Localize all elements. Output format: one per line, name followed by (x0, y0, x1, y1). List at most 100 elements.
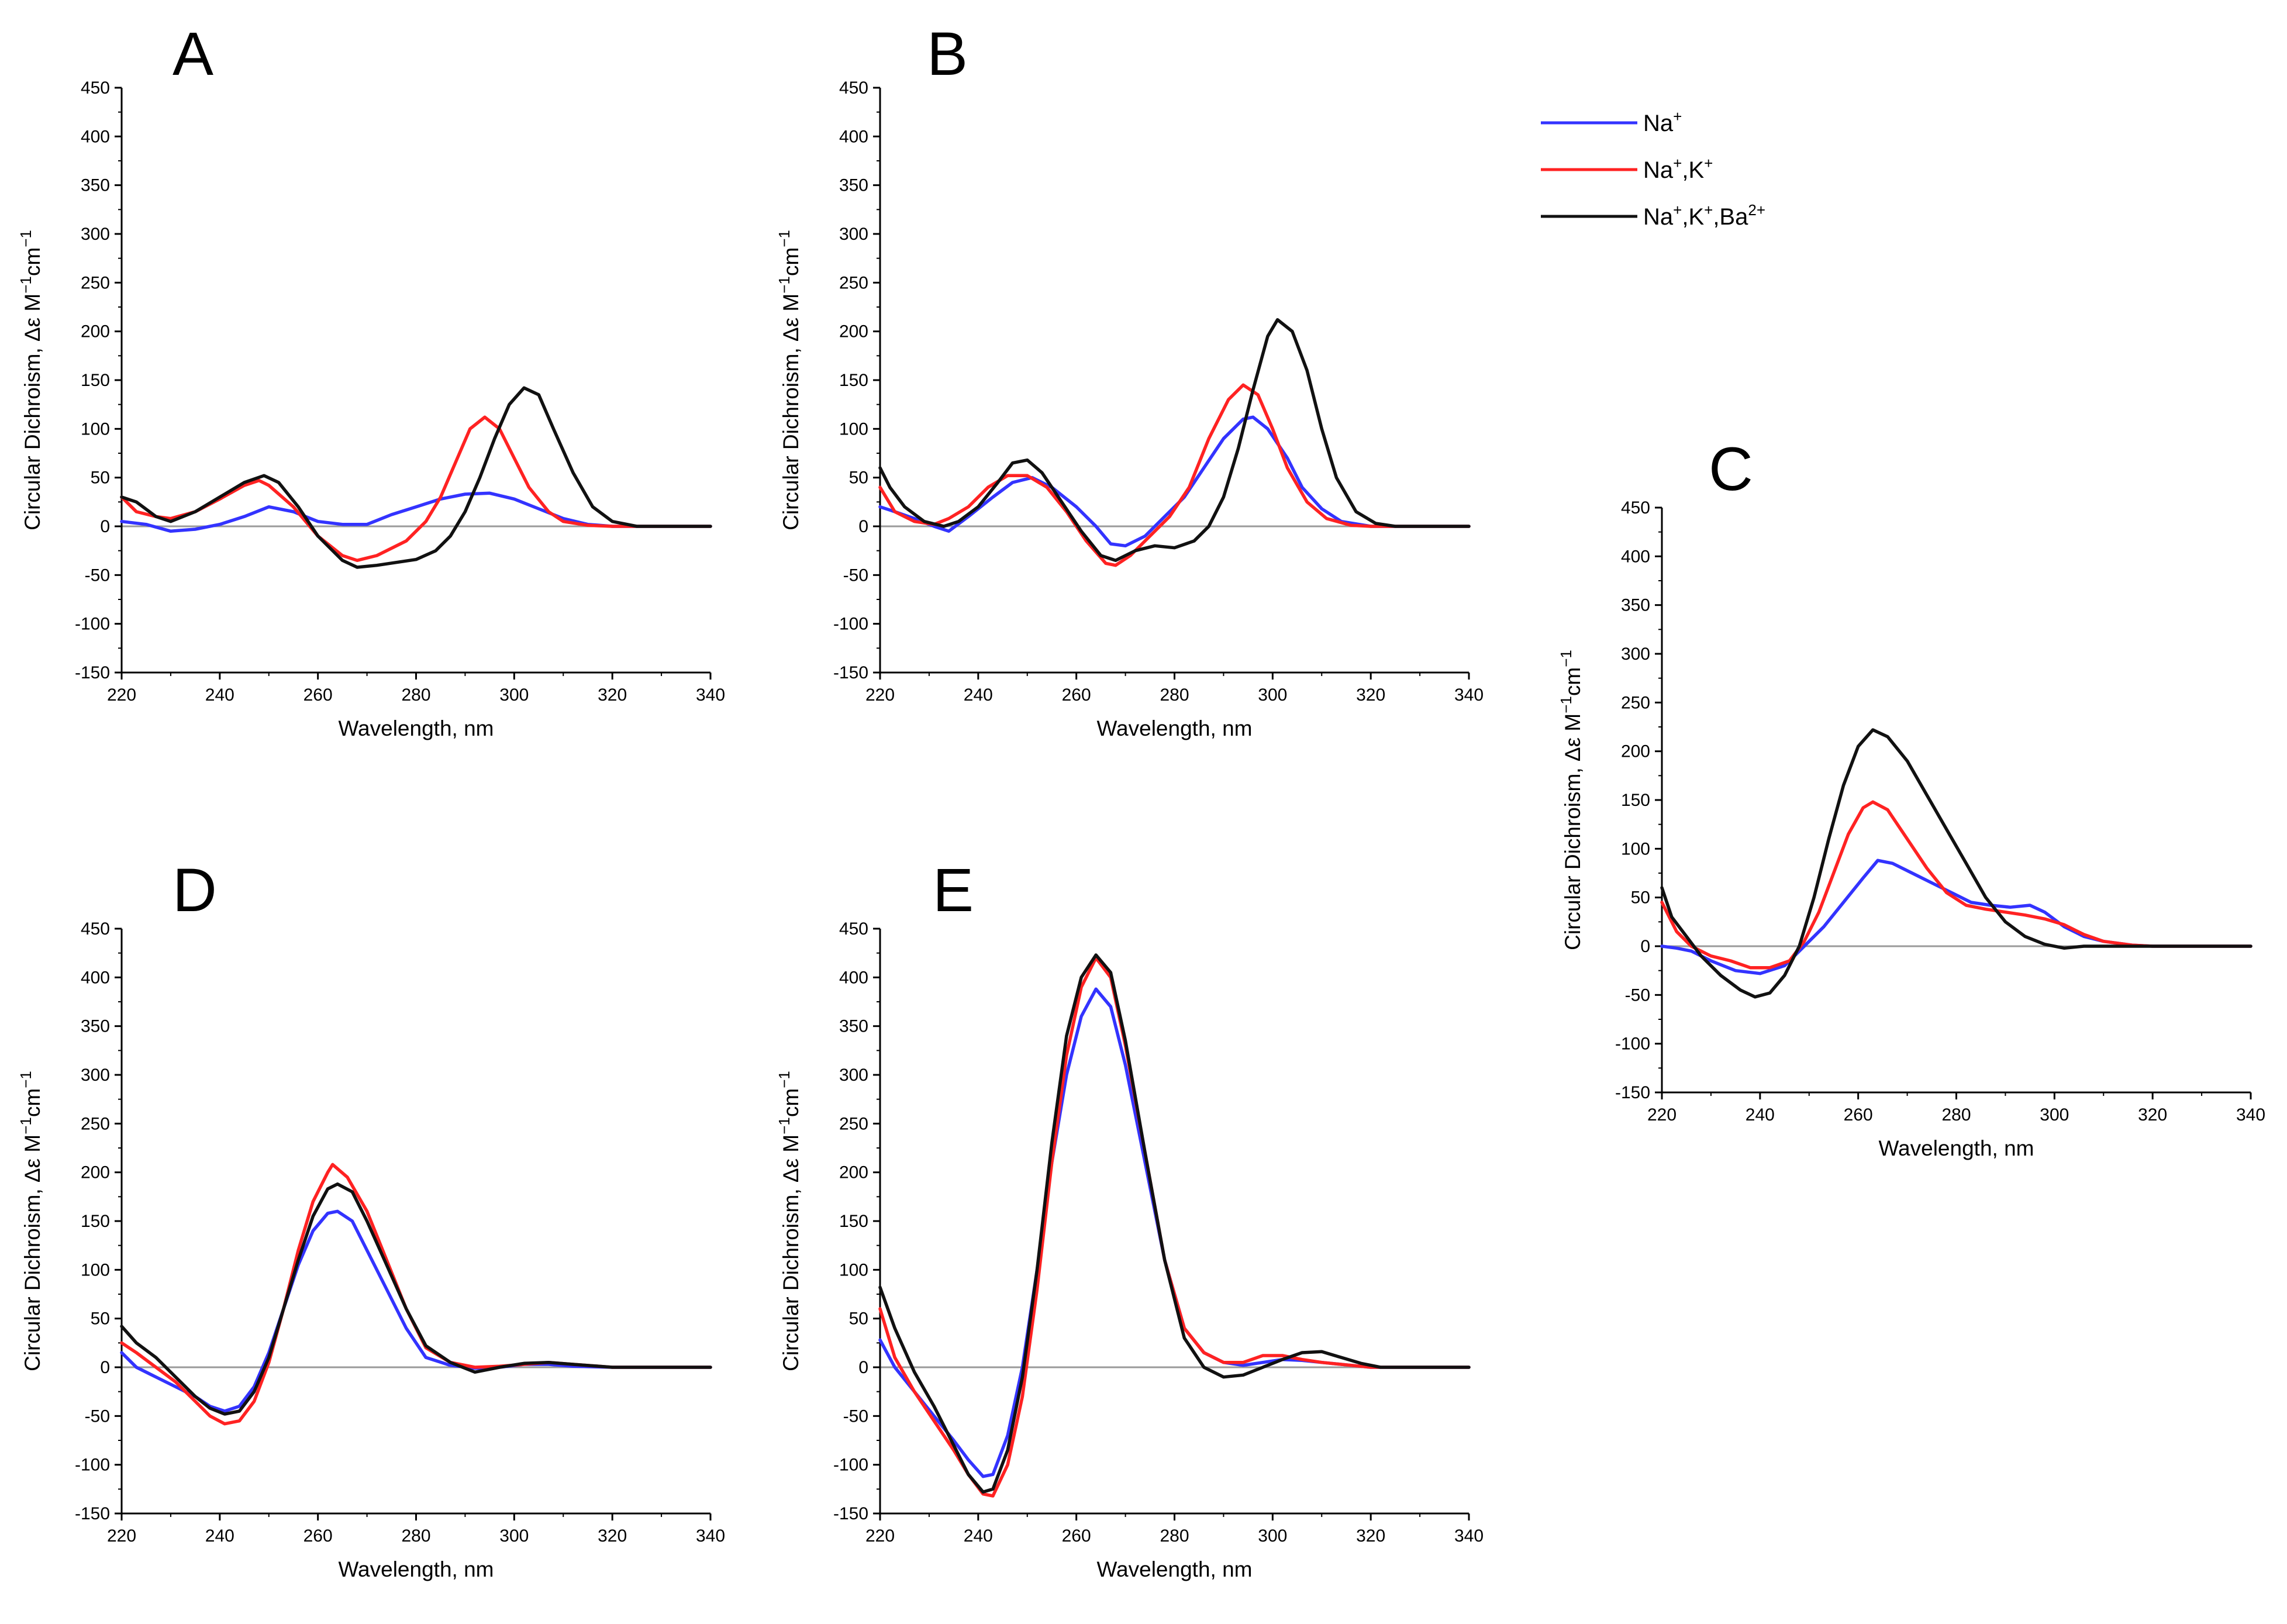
y-tick-label-c: -100 (1615, 1035, 1650, 1054)
y-tick-label-b: 450 (839, 78, 868, 98)
y-tick-label-a: 100 (81, 419, 110, 439)
legend-nakba-part2: ,K (1682, 204, 1704, 230)
y-axis-label-part: −1 (17, 230, 35, 247)
y-tick-label-e: 300 (839, 1066, 868, 1085)
x-tick-label-b: 240 (964, 685, 993, 705)
y-tick-label-c: 200 (1621, 742, 1650, 761)
y-tick-label-c: 50 (1631, 888, 1650, 908)
y-tick-label-c: -150 (1615, 1083, 1650, 1102)
series-line-d-3 (120, 1182, 712, 1416)
y-tick-label-c: 250 (1621, 693, 1650, 712)
y-tick-label-d: -50 (85, 1406, 110, 1426)
x-tick-label-e: 240 (964, 1526, 993, 1546)
x-tick-label-e: 300 (1258, 1526, 1287, 1546)
x-axis-label-e: Wavelength, nm (1097, 1557, 1253, 1581)
y-tick-label-b: 350 (839, 176, 868, 195)
y-tick-label-e: -150 (833, 1504, 868, 1523)
y-tick-label-b: 0 (858, 517, 868, 536)
legend-nakba-sup3: 2+ (1748, 201, 1765, 219)
series-line-b-2 (878, 383, 1471, 567)
y-tick-label-c: 400 (1621, 547, 1650, 566)
panel-label-d: D (173, 856, 217, 925)
x-tick-label-e: 220 (865, 1526, 895, 1546)
legend-nak-part1: Na (1643, 157, 1674, 183)
y-axis-label-part: Circular Dichroism, Δε M (20, 1135, 44, 1371)
series-line-a-3 (120, 386, 712, 569)
x-tick-label-d: 320 (598, 1526, 627, 1546)
y-tick-label-c: 150 (1621, 791, 1650, 810)
y-tick-label-e: 400 (839, 968, 868, 987)
y-tick-label-a: 150 (81, 371, 110, 390)
y-tick-label-c: 0 (1640, 937, 1650, 956)
series-line-c-2 (1660, 800, 2252, 970)
y-axis-label-c: Circular Dichroism, Δε M−1cm−1 (1557, 650, 1585, 950)
legend-label-na: Na+ (1643, 108, 1682, 136)
legend-nakba-part1: Na (1643, 204, 1674, 230)
series-line-b-1 (878, 415, 1471, 548)
x-tick-label-d: 220 (107, 1526, 136, 1546)
y-tick-label-e: 200 (839, 1163, 868, 1182)
y-axis-label-d: Circular Dichroism, Δε M−1cm−1 (17, 1071, 44, 1371)
x-tick-label-e: 280 (1160, 1526, 1189, 1546)
legend-na-sup: + (1673, 108, 1682, 125)
x-tick-label-c: 280 (1941, 1105, 1971, 1125)
y-tick-label-c: -50 (1625, 985, 1650, 1005)
x-tick-label-b: 340 (1454, 685, 1484, 705)
y-tick-label-e: -100 (833, 1456, 868, 1475)
y-tick-label-b: -100 (833, 615, 868, 634)
y-axis-label-part: Circular Dichroism, Δε M (20, 294, 44, 530)
y-axis-label-a: Circular Dichroism, Δε M−1cm−1 (17, 230, 44, 530)
y-axis-label-part: −1 (1557, 696, 1575, 713)
y-axis-label-b: Circular Dichroism, Δε M−1cm−1 (775, 230, 803, 530)
x-tick-label-c: 300 (2040, 1105, 2069, 1125)
x-tick-label-d: 300 (499, 1526, 529, 1546)
x-tick-label-e: 340 (1454, 1526, 1484, 1546)
y-tick-label-b: 100 (839, 419, 868, 439)
legend: Na+ Na+,K+ Na+,K+,Ba2+ (1541, 108, 1765, 230)
y-tick-label-d: 450 (81, 919, 110, 939)
y-tick-label-b: 50 (849, 468, 868, 488)
y-tick-label-c: 100 (1621, 839, 1650, 858)
x-tick-label-c: 220 (1647, 1105, 1677, 1125)
y-tick-label-d: -100 (75, 1456, 110, 1475)
legend-na-base: Na (1643, 111, 1674, 136)
y-axis-label-part: cm (20, 247, 44, 276)
y-axis-label-part: −1 (775, 230, 793, 247)
y-axis-label-part: Circular Dichroism, Δε M (779, 294, 803, 530)
x-tick-label-d: 260 (303, 1526, 333, 1546)
y-tick-label-e: 150 (839, 1212, 868, 1231)
x-tick-label-b: 260 (1062, 685, 1091, 705)
y-tick-label-a: -150 (75, 663, 110, 682)
panels: -150 -100 -50 0 50 100 150 200 250 300 350 400 450 22… (17, 78, 2265, 1581)
y-tick-label-c: 350 (1621, 596, 1650, 615)
y-axis-label-part: −1 (1557, 650, 1575, 667)
y-tick-label-a: -50 (85, 566, 110, 585)
y-axis-label-part: cm (779, 247, 803, 276)
x-tick-label-a: 320 (598, 685, 627, 705)
y-tick-label-e: 50 (849, 1309, 868, 1329)
series-line-c-1 (1660, 858, 2252, 975)
x-axis-label-d: Wavelength, nm (339, 1557, 494, 1581)
x-tick-label-a: 340 (696, 685, 725, 705)
y-tick-label-a: 200 (81, 322, 110, 342)
y-tick-label-e: 0 (858, 1358, 868, 1377)
y-tick-label-b: -50 (843, 566, 868, 585)
legend-nakba-sup1: + (1673, 201, 1682, 219)
y-axis-label-part: −1 (17, 1117, 35, 1135)
y-tick-label-b: -150 (833, 663, 868, 682)
x-tick-label-a: 280 (401, 685, 430, 705)
panel-d: -150 -100 -50 0 50 100 150 200 250 300 350 400 450 22… (17, 919, 725, 1581)
legend-nak-sup1: + (1673, 154, 1682, 172)
y-tick-label-d: 100 (81, 1260, 110, 1280)
y-tick-label-d: 0 (100, 1358, 110, 1377)
panel-a: -150 -100 -50 0 50 100 150 200 250 300 350 400 450 22… (17, 78, 725, 740)
y-tick-label-b: 300 (839, 225, 868, 244)
y-tick-label-d: 400 (81, 968, 110, 987)
panel-label-b: B (927, 20, 968, 88)
x-tick-label-b: 320 (1356, 685, 1385, 705)
y-tick-label-b: 250 (839, 273, 868, 292)
x-tick-label-c: 320 (2138, 1105, 2167, 1125)
y-tick-label-a: -100 (75, 615, 110, 634)
x-axis-label-c: Wavelength, nm (1879, 1136, 2034, 1160)
y-tick-label-a: 0 (100, 517, 110, 536)
